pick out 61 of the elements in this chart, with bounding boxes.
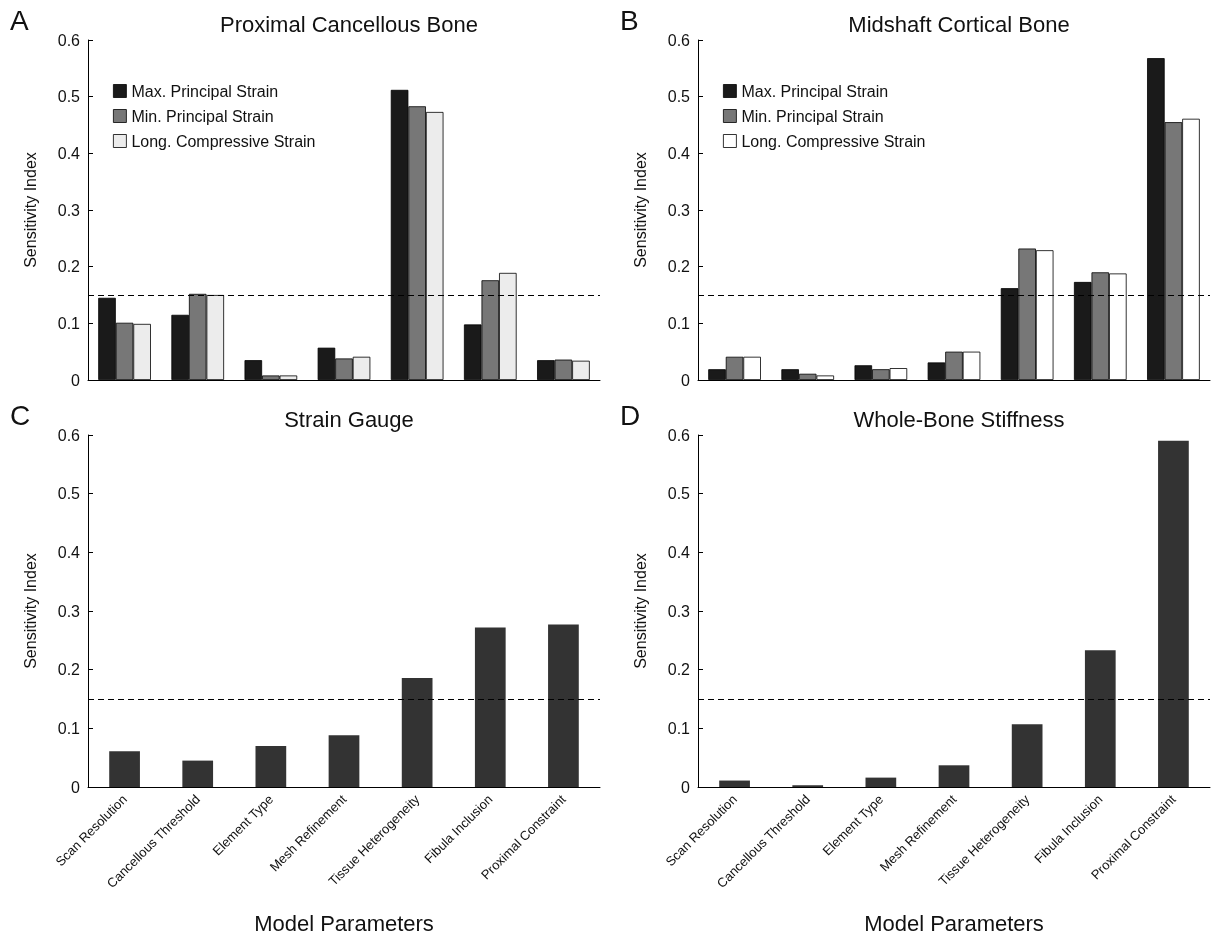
y-tick-label: 0.6: [667, 426, 691, 444]
chart-title: Whole-Bone Stiffness: [853, 406, 1065, 432]
bar: [109, 751, 140, 787]
y-tick-label: 0.1: [57, 314, 81, 332]
y-tick-label: 0.4: [57, 543, 81, 561]
y-tick-label: 0.1: [57, 719, 81, 737]
y-tick-label: 0: [71, 778, 81, 796]
bar: [1084, 650, 1116, 787]
y-tick-label: 0.5: [57, 485, 81, 503]
y-tick-label: 0.4: [667, 144, 691, 162]
bar: [328, 735, 360, 787]
bar: [401, 677, 433, 787]
bar: [719, 780, 750, 787]
bar: [938, 765, 970, 787]
y-tick-label: 0.3: [57, 602, 81, 620]
text: A: [10, 4, 29, 36]
legend-label: Long. Compressive Strain: [741, 132, 926, 150]
bar: [1158, 440, 1189, 787]
y-tick-label: 0.6: [667, 31, 691, 49]
y-tick-label: 0.2: [667, 258, 691, 276]
bar: [255, 745, 287, 787]
y-tick-label: 0.6: [57, 31, 81, 49]
y-tick-label: 0.4: [667, 543, 691, 561]
y-tick-label: 0.3: [57, 201, 81, 219]
y-tick-label: 0: [681, 371, 691, 389]
bar: [1011, 724, 1043, 787]
y-axis-title: Sensitivity Index: [631, 152, 649, 268]
legend-label: Long. Compressive Strain: [131, 132, 316, 150]
chart-title: Proximal Cancellous Bone: [219, 11, 479, 37]
y-tick-label: 0: [71, 371, 81, 389]
legend-label: Min. Principal Strain: [131, 107, 274, 125]
y-tick-label: 0.5: [667, 88, 691, 106]
y-tick-label: 0: [681, 778, 691, 796]
x-axis-title: Model Parameters: [864, 910, 1044, 936]
y-tick-label: 0.5: [667, 485, 691, 503]
y-axis-title: Sensitivity Index: [21, 553, 39, 669]
legend-label: Max. Principal Strain: [131, 82, 279, 100]
bar: [182, 760, 214, 787]
y-tick-label: 0.4: [57, 144, 81, 162]
y-tick-label: 0.3: [667, 201, 691, 219]
text: D: [620, 399, 641, 431]
legend-label: Max. Principal Strain: [741, 82, 889, 100]
bar: [474, 627, 506, 787]
y-axis-title: Sensitivity Index: [21, 152, 39, 268]
text: C: [10, 399, 31, 431]
y-tick-label: 0.2: [57, 661, 81, 679]
chart-title: Midshaft Cortical Bone: [848, 11, 1070, 37]
y-tick-label: 0.5: [57, 88, 81, 106]
y-axis-title: Sensitivity Index: [631, 553, 649, 669]
chart-title: Strain Gauge: [284, 406, 414, 432]
y-tick-label: 0.1: [667, 719, 691, 737]
y-tick-label: 0.3: [667, 602, 691, 620]
bar: [865, 777, 897, 787]
y-tick-label: 0.1: [667, 314, 691, 332]
y-tick-label: 0.2: [57, 258, 81, 276]
text: B: [620, 4, 639, 36]
x-axis-title: Model Parameters: [254, 910, 434, 936]
legend-label: Min. Principal Strain: [741, 107, 884, 125]
bar: [548, 624, 579, 787]
y-tick-label: 0.2: [667, 661, 691, 679]
y-tick-label: 0.6: [57, 426, 81, 444]
